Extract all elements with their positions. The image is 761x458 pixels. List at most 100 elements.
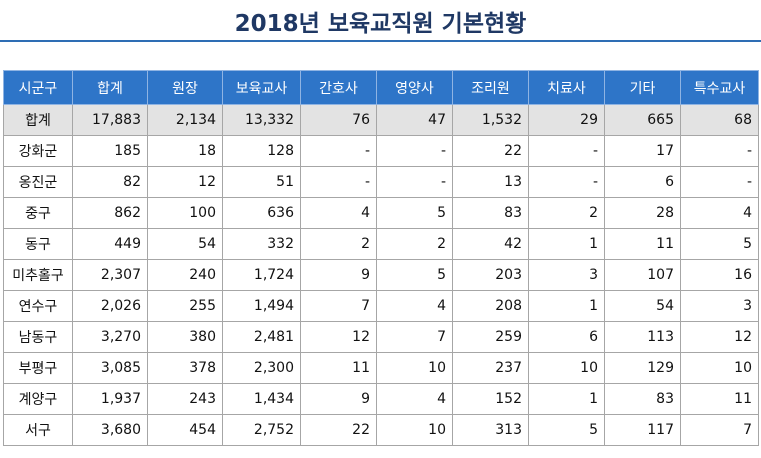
value-cell: 1,532 — [452, 104, 529, 136]
value-cell: 243 — [147, 383, 223, 415]
value-cell: 2,026 — [72, 290, 148, 322]
value-cell: 18 — [147, 135, 223, 167]
value-cell: 2,134 — [147, 104, 223, 136]
value-cell: 51 — [222, 166, 301, 198]
total-row: 합계 17,883 2,134 13,332 76 47 1,532 29 665 68 — [3, 104, 759, 136]
region-cell: 계양구 — [3, 383, 73, 415]
column-header: 간호사 — [300, 70, 377, 105]
title-divider — [0, 40, 761, 42]
column-header: 영양사 — [376, 70, 453, 105]
value-cell: 13 — [452, 166, 529, 198]
column-header: 기타 — [604, 70, 681, 105]
value-cell: 313 — [452, 414, 529, 446]
value-cell: 5 — [376, 259, 453, 291]
value-cell: 1,724 — [222, 259, 301, 291]
value-cell: 2,300 — [222, 352, 301, 384]
value-cell: 9 — [300, 383, 377, 415]
region-cell: 합계 — [3, 104, 73, 136]
value-cell: 3,680 — [72, 414, 148, 446]
value-cell: 117 — [604, 414, 681, 446]
value-cell: 3,085 — [72, 352, 148, 384]
value-cell: 237 — [452, 352, 529, 384]
value-cell: 28 — [604, 197, 681, 229]
value-cell: 240 — [147, 259, 223, 291]
value-cell: 10 — [376, 414, 453, 446]
value-cell: 332 — [222, 228, 301, 260]
table-row: 중구 862 100 636 4 5 83 2 28 4 — [3, 197, 759, 229]
value-cell: 29 — [528, 104, 605, 136]
region-cell: 중구 — [3, 197, 73, 229]
value-cell: 2,307 — [72, 259, 148, 291]
value-cell: 82 — [72, 166, 148, 198]
value-cell: 54 — [147, 228, 223, 260]
value-cell: 454 — [147, 414, 223, 446]
value-cell: 12 — [300, 321, 377, 353]
table-row: 서구 3,680 454 2,752 22 10 313 5 117 7 — [3, 414, 759, 446]
value-cell: 76 — [300, 104, 377, 136]
value-cell: 2 — [528, 197, 605, 229]
column-header: 시군구 — [3, 70, 73, 105]
value-cell: 129 — [604, 352, 681, 384]
region-cell: 서구 — [3, 414, 73, 446]
column-header: 특수교사 — [680, 70, 759, 105]
value-cell: 22 — [452, 135, 529, 167]
table-header: 시군구 합계 원장 보육교사 간호사 영양사 조리원 치료사 기타 특수교사 — [3, 70, 759, 105]
value-cell: 4 — [376, 383, 453, 415]
value-cell: 9 — [300, 259, 377, 291]
value-cell: 107 — [604, 259, 681, 291]
value-cell: 4 — [300, 197, 377, 229]
value-cell: 1 — [528, 383, 605, 415]
region-cell: 미추홀구 — [3, 259, 73, 291]
table-row: 연수구 2,026 255 1,494 7 4 208 1 54 3 — [3, 290, 759, 322]
value-cell: 17,883 — [72, 104, 148, 136]
value-cell: 13,332 — [222, 104, 301, 136]
value-cell: 17 — [604, 135, 681, 167]
value-cell: - — [300, 135, 377, 167]
staff-table: 시군구 합계 원장 보육교사 간호사 영양사 조리원 치료사 기타 특수교사 합… — [3, 70, 759, 446]
region-cell: 부평구 — [3, 352, 73, 384]
value-cell: 11 — [300, 352, 377, 384]
value-cell: 5 — [376, 197, 453, 229]
value-cell: 7 — [680, 414, 759, 446]
value-cell: 3,270 — [72, 321, 148, 353]
value-cell: 4 — [376, 290, 453, 322]
value-cell: 5 — [680, 228, 759, 260]
value-cell: 1 — [528, 290, 605, 322]
value-cell: 128 — [222, 135, 301, 167]
value-cell: 1,434 — [222, 383, 301, 415]
value-cell: 203 — [452, 259, 529, 291]
value-cell: 83 — [604, 383, 681, 415]
table-row: 남동구 3,270 380 2,481 12 7 259 6 113 12 — [3, 321, 759, 353]
value-cell: 378 — [147, 352, 223, 384]
value-cell: 6 — [604, 166, 681, 198]
value-cell: 259 — [452, 321, 529, 353]
value-cell: 11 — [680, 383, 759, 415]
region-cell: 남동구 — [3, 321, 73, 353]
value-cell: 10 — [528, 352, 605, 384]
value-cell: 255 — [147, 290, 223, 322]
value-cell: 54 — [604, 290, 681, 322]
value-cell: 1 — [528, 228, 605, 260]
value-cell: - — [528, 166, 605, 198]
table-body: 합계 17,883 2,134 13,332 76 47 1,532 29 665 68 강화군 18… — [3, 104, 759, 446]
value-cell: 113 — [604, 321, 681, 353]
value-cell: - — [376, 135, 453, 167]
value-cell: 2,752 — [222, 414, 301, 446]
column-header: 조리원 — [452, 70, 529, 105]
table-row: 강화군 185 18 128- -22-17- — [3, 135, 759, 167]
value-cell: 4 — [680, 197, 759, 229]
header-row: 시군구 합계 원장 보육교사 간호사 영양사 조리원 치료사 기타 특수교사 — [3, 70, 759, 105]
value-cell: - — [528, 135, 605, 167]
table-row: 계양구 1,937 243 1,434 9 4 152 1 83 11 — [3, 383, 759, 415]
value-cell: 665 — [604, 104, 681, 136]
value-cell: - — [376, 166, 453, 198]
value-cell: 862 — [72, 197, 148, 229]
value-cell: 185 — [72, 135, 148, 167]
value-cell: 12 — [147, 166, 223, 198]
value-cell: 208 — [452, 290, 529, 322]
value-cell: 83 — [452, 197, 529, 229]
region-cell: 동구 — [3, 228, 73, 260]
region-cell: 옹진군 — [3, 166, 73, 198]
value-cell: 100 — [147, 197, 223, 229]
table-row: 미추홀구 2,307 240 1,724 9 5 203 3 107 16 — [3, 259, 759, 291]
